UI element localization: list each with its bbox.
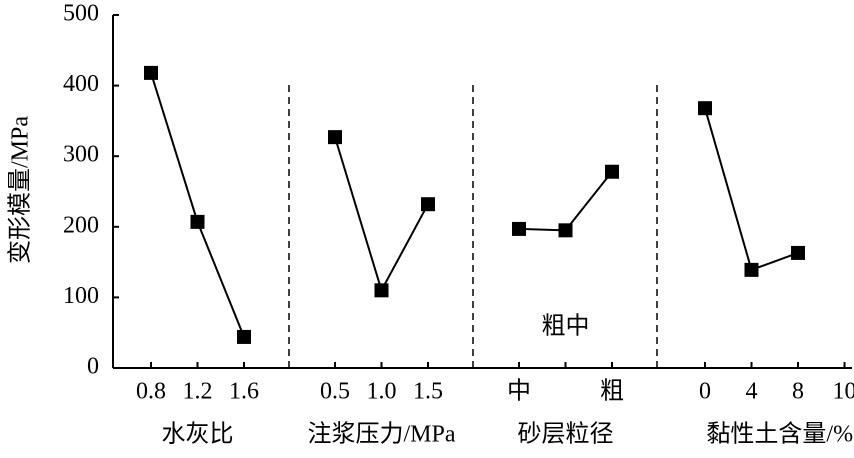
y-tick-label: 100 — [63, 283, 99, 309]
x-axis-label: 黏性土含量/% — [706, 421, 853, 448]
line — [150, 72, 245, 338]
marker — [374, 283, 389, 298]
x-tick-label: 0.8 — [136, 379, 166, 405]
x-axis-label: 砂层粒径 — [518, 421, 614, 448]
x-tick-label: 1.2 — [183, 379, 213, 405]
marker — [605, 164, 619, 179]
marker — [421, 197, 435, 212]
marker — [190, 214, 205, 229]
marker — [512, 221, 526, 236]
marker — [791, 245, 805, 260]
x-tick-label: 1.6 — [229, 379, 259, 405]
marker — [698, 101, 712, 116]
line — [334, 136, 429, 293]
x-tick-label: 8 — [792, 379, 804, 405]
x-tick-label: 粗 — [600, 378, 624, 405]
marker — [237, 329, 251, 344]
y-tick-label: 0 — [87, 354, 99, 380]
marker — [744, 262, 759, 277]
x-axis-label: 注浆压力/MPa — [307, 421, 455, 448]
marker — [328, 130, 342, 145]
y-tick-label: 500 — [63, 1, 99, 27]
x-tick-label: 4 — [746, 379, 758, 405]
marker — [144, 65, 158, 80]
x-tick-label: 0.5 — [320, 379, 350, 405]
x-axis-label: 水灰比 — [162, 421, 234, 448]
y-tick-label: 300 — [63, 142, 99, 168]
x-tick-label: 10 — [833, 379, 854, 405]
y-tick-label: 200 — [63, 212, 99, 238]
line — [518, 171, 613, 232]
x-tick-label: 中 — [507, 378, 531, 405]
marker — [558, 223, 573, 238]
annotation: 粗中 — [542, 313, 590, 340]
x-tick-label: 0 — [699, 379, 711, 405]
y-tick-label: 400 — [63, 71, 99, 97]
x-tick-label: 1.5 — [413, 379, 443, 405]
x-tick-label: 1.0 — [367, 379, 397, 405]
line — [704, 107, 799, 272]
y-axis-label: 变形模量/MPa — [7, 116, 34, 264]
